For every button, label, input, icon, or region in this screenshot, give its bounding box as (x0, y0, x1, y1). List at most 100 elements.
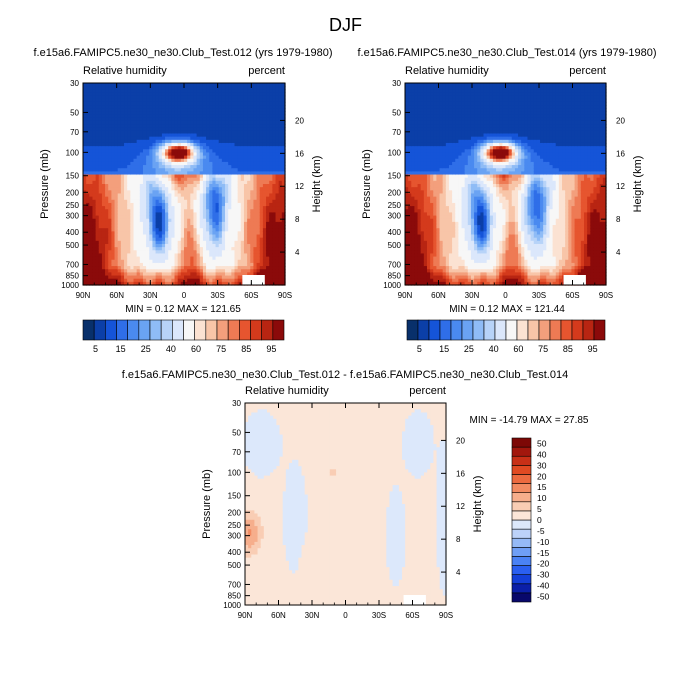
contour-cell (95, 190, 100, 195)
contour-cell (155, 262, 160, 267)
contour-cell (231, 215, 236, 220)
contour-cell (124, 86, 128, 90)
contour-cell (231, 89, 236, 94)
contour-cell (136, 101, 141, 106)
contour-cell (436, 259, 441, 264)
contour-cell (411, 234, 416, 239)
contour-cell (237, 278, 242, 283)
contour-cell (247, 105, 251, 109)
contour-cell (158, 152, 163, 157)
contour-cell (408, 269, 412, 273)
contour-cell (408, 114, 412, 119)
contour-cell (221, 92, 226, 97)
contour-cell (101, 206, 106, 210)
contour-cell (253, 262, 258, 267)
contour-cell (262, 266, 267, 270)
contour-cell (414, 190, 419, 195)
contour-cell (130, 105, 135, 109)
contour-cell (136, 221, 141, 226)
contour-cell (231, 243, 236, 248)
contour-cell (111, 281, 116, 286)
contour-cell (133, 215, 138, 220)
contour-cell (168, 196, 172, 201)
contour-cell (111, 152, 116, 157)
contour-cell (83, 83, 87, 87)
contour-cell (433, 114, 438, 119)
contour-cell (171, 262, 176, 267)
contour-cell (124, 139, 128, 144)
contour-cell (209, 89, 214, 94)
contour-cell (426, 231, 431, 236)
contour-cell (206, 225, 210, 229)
contour-cell (212, 262, 217, 267)
contour-cell (426, 259, 431, 264)
contour-cell (433, 149, 438, 154)
contour-cell (256, 142, 261, 147)
contour-cell (171, 212, 176, 217)
contour-cell (234, 269, 239, 273)
contour-cell (250, 256, 255, 261)
contour-cell (86, 146, 90, 150)
contour-cell (158, 117, 163, 122)
contour-cell (171, 158, 176, 163)
contour-cell (278, 193, 283, 198)
contour-cell (423, 272, 428, 277)
contour-cell (202, 114, 207, 119)
contour-cell (430, 139, 434, 144)
contour-cell (202, 187, 207, 191)
contour-cell (114, 152, 119, 157)
contour-cell (86, 127, 90, 131)
contour-cell (196, 98, 201, 103)
contour-cell (259, 114, 264, 119)
contour-cell (184, 136, 188, 141)
contour-cell (225, 133, 229, 138)
contour-cell (234, 247, 239, 251)
contour-cell (228, 95, 232, 100)
contour-cell (180, 193, 185, 198)
contour-cell (411, 221, 416, 226)
contour-cell (259, 120, 264, 125)
contour-cell (92, 86, 97, 90)
contour-cell (149, 231, 154, 236)
contour-cell (184, 215, 188, 220)
contour-cell (89, 165, 94, 169)
contour-cell (92, 243, 97, 248)
contour-cell (199, 243, 204, 248)
contour-cell (278, 136, 283, 141)
contour-cell (120, 146, 125, 150)
contour-cell (158, 228, 163, 232)
contour-cell (168, 218, 172, 223)
contour-cell (272, 165, 277, 169)
contour-cell (146, 259, 150, 264)
contour-cell (426, 278, 431, 283)
contour-cell (124, 171, 128, 176)
contour-cell (420, 266, 425, 270)
contour-cell (281, 259, 286, 264)
contour-cell (206, 146, 210, 150)
contour-cell (405, 218, 409, 223)
contour-cell (165, 161, 169, 166)
contour-cell (243, 98, 248, 103)
contour-cell (272, 187, 277, 191)
contour-cell (225, 86, 229, 90)
contour-cell (275, 165, 280, 169)
contour-cell (423, 86, 428, 90)
contour-cell (430, 83, 434, 87)
contour-cell (433, 212, 438, 217)
contour-cell (436, 228, 441, 232)
contour-cell (139, 124, 144, 128)
contour-cell (111, 253, 116, 258)
contour-cell (253, 127, 258, 131)
contour-cell (212, 161, 217, 166)
contour-cell (139, 120, 144, 125)
contour-cell (105, 92, 109, 97)
contour-cell (269, 231, 273, 236)
contour-cell (442, 83, 447, 87)
contour-cell (117, 92, 122, 97)
contour-cell (237, 111, 242, 116)
contour-cell (101, 130, 106, 135)
contour-cell (202, 259, 207, 264)
contour-cell (165, 225, 169, 229)
contour-cell (199, 127, 204, 131)
contour-cell (146, 221, 150, 226)
